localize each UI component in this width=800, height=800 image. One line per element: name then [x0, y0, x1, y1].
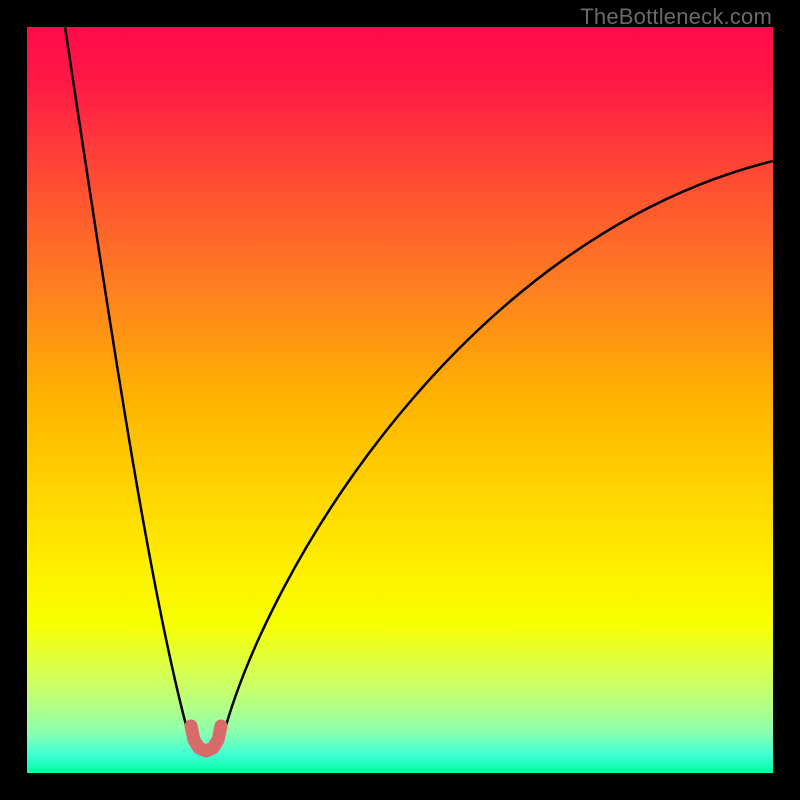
- chart-frame: TheBottleneck.com: [0, 0, 800, 800]
- curve-layer: [27, 27, 773, 773]
- curve-right-branch: [222, 161, 773, 740]
- plot-area: [27, 27, 773, 773]
- curve-left-branch: [65, 27, 190, 740]
- watermark-text: TheBottleneck.com: [580, 4, 772, 30]
- minimum-marker: [191, 726, 221, 751]
